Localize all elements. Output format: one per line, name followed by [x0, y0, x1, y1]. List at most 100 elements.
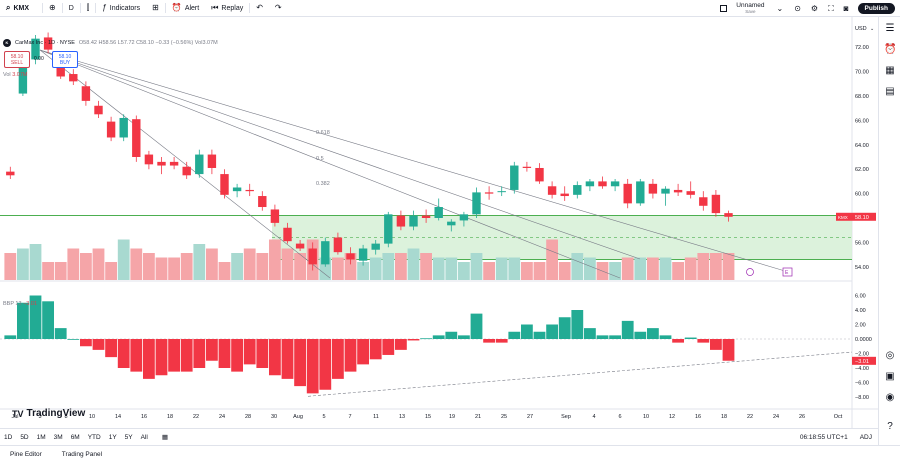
last-price-symbol-text: KMX [838, 215, 848, 220]
watchlist-icon[interactable]: ☰ [885, 23, 895, 34]
tab-pine-editor[interactable]: Pine Editor [10, 450, 42, 458]
compare-button[interactable]: ⊕ [43, 0, 62, 17]
volume-bar [218, 262, 231, 280]
bbp-tick-label: −8.00 [855, 395, 869, 401]
volume-bar [269, 239, 281, 280]
candle-body [144, 154, 154, 165]
quick-search-icon[interactable]: ⊙ [794, 3, 801, 13]
clock[interactable]: 06:18:55 UTC+1 [799, 433, 848, 441]
fib-level-label: 0.5 [316, 156, 324, 162]
data-window-icon[interactable]: ▦ [885, 65, 895, 76]
alert-button[interactable]: ⏰ Alert [166, 0, 205, 17]
time-tick-label: 10 [643, 414, 649, 420]
replay-label: Replay [221, 4, 244, 12]
volume-bar [521, 262, 533, 280]
chat-icon[interactable]: ▤ [885, 86, 895, 97]
replay-button[interactable]: ⏮ Replay [205, 0, 249, 17]
bbp-last-text: −3.01 [855, 359, 869, 365]
volume-bar [332, 257, 344, 280]
range-5d[interactable]: 5D [20, 433, 29, 441]
volume-bar [558, 262, 571, 280]
bbp-bar [231, 339, 243, 372]
volume-bar [420, 253, 432, 280]
buy-button[interactable]: 58.10 BUY [52, 51, 78, 68]
right-toolbar: ☰ ⏰ ▦ ▤ ◎ ▣ ◉ ? [878, 17, 900, 445]
help-icon[interactable]: ? [887, 421, 893, 432]
candle-body [585, 181, 595, 187]
bbp-bar [395, 339, 407, 350]
chevron-down-icon[interactable]: ⌄ [776, 3, 784, 13]
goto-date-icon[interactable]: ▦ [161, 434, 169, 441]
bbp-bar [609, 335, 621, 339]
bbp-bar [458, 335, 470, 339]
range-5y[interactable]: 5Y [124, 433, 133, 441]
volume-bar [647, 257, 659, 280]
templates-button[interactable]: ⊞ [146, 0, 165, 17]
legend-title[interactable]: CarMax Inc · 1D · NYSE [15, 40, 75, 46]
range-ytd[interactable]: YTD [87, 433, 101, 441]
gear-icon[interactable]: ⚙ [810, 3, 819, 13]
bbp-tick-label: 6.00 [855, 294, 866, 300]
bbp-bar [80, 339, 92, 347]
candle-body [472, 192, 481, 215]
candle-body [333, 237, 343, 253]
range-1y[interactable]: 1Y [108, 433, 117, 441]
adj-toggle[interactable]: ADJ [859, 433, 872, 441]
price-tick-label: 62.00 [855, 167, 869, 173]
tradingview-logo-icon: TV [12, 408, 24, 419]
range-6m[interactable]: 6M [70, 433, 80, 441]
support-zone [0, 215, 852, 260]
time-tick-label: Sep [561, 414, 571, 420]
tradingview-logo[interactable]: TV TradingView [12, 408, 85, 419]
volume-bar [357, 262, 369, 280]
search-icon: ⌕ [6, 3, 11, 12]
time-tick-label: 18 [721, 414, 727, 420]
candle-body [132, 119, 141, 157]
layout-name-button[interactable]: Unnamed Save [730, 2, 770, 15]
indicators-button[interactable]: ƒ Indicators [96, 0, 146, 17]
candle-body [396, 215, 406, 227]
range-1d[interactable]: 1D [4, 433, 13, 441]
price-tick-label: 64.00 [855, 143, 869, 149]
volume-bar [319, 257, 332, 280]
interval-button[interactable]: D [63, 0, 80, 17]
range-all[interactable]: All [140, 433, 148, 441]
symbol-legend: K CarMax Inc · 1D · NYSE O58.42 H58.56 L… [3, 39, 218, 47]
volume-bar [470, 253, 483, 280]
signal-icon[interactable]: ◉ [885, 392, 895, 403]
undo-button[interactable]: ↶ [250, 0, 269, 17]
time-tick-label: 25 [501, 414, 507, 420]
calendar-icon[interactable]: ▣ [885, 371, 895, 382]
ideas-icon[interactable]: ◎ [885, 350, 895, 361]
volume-bar [42, 262, 54, 280]
tab-trading-panel[interactable]: Trading Panel [61, 450, 103, 458]
volume-legend: Vol 3.07M [3, 72, 27, 78]
currency-label: USD [855, 26, 867, 32]
bbp-bar [155, 339, 168, 376]
fullscreen-icon[interactable]: ⛶ [828, 3, 834, 13]
range-3m[interactable]: 3M [53, 433, 63, 441]
camera-icon[interactable]: ◙ [843, 3, 849, 13]
time-tick-label: 22 [747, 414, 753, 420]
sell-price: 58.10 [10, 54, 24, 60]
sell-button[interactable]: 58.10 SELL [4, 51, 30, 68]
time-tick-label: 12 [669, 414, 675, 420]
candle-body [43, 37, 53, 50]
divider [61, 3, 63, 13]
candle-body [724, 213, 733, 217]
redo-button[interactable]: ↷ [269, 0, 288, 17]
symbol-search[interactable]: ⌕ KMX [0, 0, 42, 17]
range-1m[interactable]: 1M [36, 433, 46, 441]
candle-body [497, 191, 506, 193]
publish-button[interactable]: Publish [857, 3, 895, 14]
chart-type-button[interactable]: ⫿ [81, 0, 96, 17]
bbp-bar [54, 328, 67, 339]
volume-bar [193, 244, 206, 280]
chart-area[interactable]: 0.618 0.5 0.382 −3.01 72.00 70.00 68.00 66.00… [0, 17, 878, 445]
bbp-tick-label: −4.00 [855, 366, 869, 372]
alerts-icon[interactable]: ⏰ [884, 44, 897, 55]
candle-body [636, 181, 645, 204]
candle-body [598, 181, 607, 187]
time-tick-label: 7 [348, 414, 351, 420]
